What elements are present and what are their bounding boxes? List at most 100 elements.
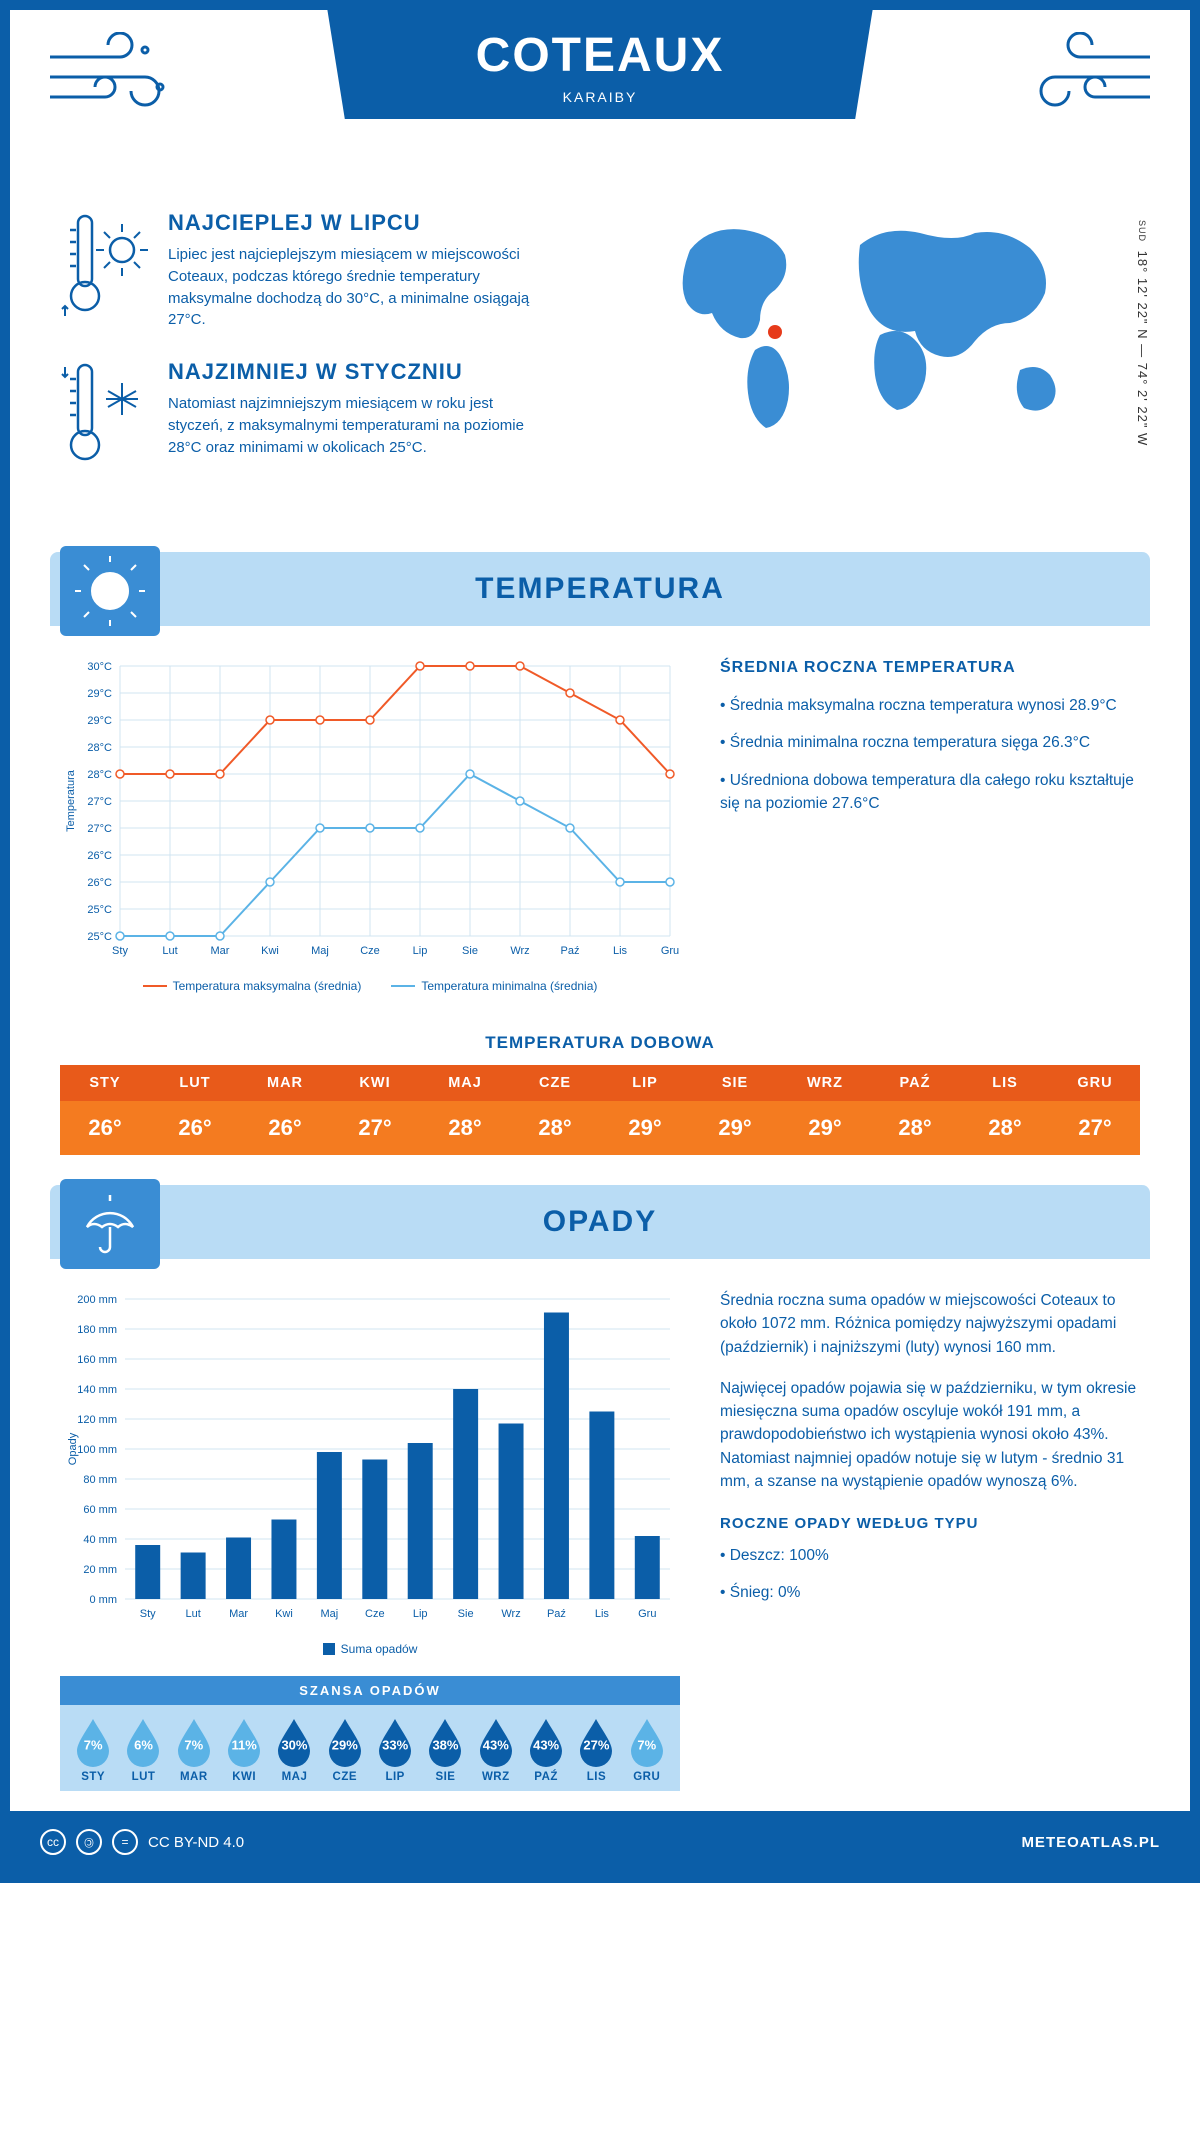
chance-item: 33% LIP [370, 1717, 420, 1783]
precip-p2: Najwięcej opadów pojawia się w październ… [720, 1377, 1140, 1493]
chance-item: 38% SIE [420, 1717, 470, 1783]
daily-value: 28° [510, 1101, 600, 1155]
svg-text:29°C: 29°C [87, 688, 112, 700]
cold-title: NAJZIMNIEJ W STYCZNIU [168, 359, 548, 385]
svg-text:27°C: 27°C [87, 796, 112, 808]
chance-month: LUT [118, 1771, 168, 1783]
chance-month: KWI [219, 1771, 269, 1783]
daily-month: STY [60, 1065, 150, 1101]
wind-icon-right [1010, 32, 1160, 122]
svg-text:26°C: 26°C [87, 877, 112, 889]
chance-table: SZANSA OPADÓW 7% STY 6% LUT 7% MAR 11% K… [60, 1676, 680, 1791]
drop-icon: 7% [627, 1717, 667, 1767]
chance-title: SZANSA OPADÓW [60, 1676, 680, 1705]
svg-text:Lip: Lip [413, 1608, 428, 1620]
wind-icon-left [40, 32, 190, 122]
chance-item: 7% STY [68, 1717, 118, 1783]
daily-value: 28° [960, 1101, 1050, 1155]
svg-text:Cze: Cze [360, 945, 380, 957]
svg-text:Paź: Paź [561, 945, 580, 957]
chance-item: 11% KWI [219, 1717, 269, 1783]
svg-text:Maj: Maj [321, 1608, 339, 1620]
temp-side-item: Średnia maksymalna roczna temperatura wy… [720, 694, 1140, 717]
svg-text:Maj: Maj [311, 945, 329, 957]
temperature-title: TEMPERATURA [475, 572, 725, 606]
svg-text:20 mm: 20 mm [83, 1564, 117, 1576]
intro-left: NAJCIEPLEJ W LIPCU Lipiec jest najcieple… [60, 210, 630, 502]
temp-side-item: Średnia minimalna roczna temperatura się… [720, 731, 1140, 754]
header: COTEAUX KARAIBY [10, 10, 1190, 190]
svg-text:Kwi: Kwi [261, 945, 279, 957]
temperature-line-chart: 25°C25°C26°C26°C27°C27°C28°C28°C29°C29°C… [60, 656, 680, 966]
svg-text:Kwi: Kwi [275, 1608, 293, 1620]
daily-value: 29° [690, 1101, 780, 1155]
chance-item: 7% MAR [169, 1717, 219, 1783]
chance-item: 43% WRZ [471, 1717, 521, 1783]
svg-text:Opady: Opady [67, 1432, 79, 1465]
thermometer-cold-icon [60, 359, 150, 474]
daily-temp-title: TEMPERATURA DOBOWA [10, 1033, 1190, 1053]
temp-side-item: Uśredniona dobowa temperatura dla całego… [720, 769, 1140, 816]
footer-license: cc 🄯 = CC BY-ND 4.0 [40, 1829, 244, 1855]
daily-value: 26° [240, 1101, 330, 1155]
hot-title: NAJCIEPLEJ W LIPCU [168, 210, 548, 236]
svg-text:Paź: Paź [547, 1608, 566, 1620]
drop-icon: 7% [73, 1717, 113, 1767]
svg-text:200 mm: 200 mm [77, 1294, 117, 1306]
cold-body: Natomiast najzimniejszym miesiącem w rok… [168, 393, 548, 458]
daily-value: 27° [330, 1101, 420, 1155]
nd-icon: = [112, 1829, 138, 1855]
precip-body: 0 mm20 mm40 mm60 mm80 mm100 mm120 mm140 … [10, 1259, 1190, 1811]
chance-month: LIS [571, 1771, 621, 1783]
umbrella-icon [60, 1179, 160, 1269]
precip-type-title: ROCZNE OPADY WEDŁUG TYPU [720, 1513, 1140, 1536]
temperature-chart: 25°C25°C26°C26°C27°C27°C28°C28°C29°C29°C… [60, 656, 680, 993]
svg-text:60 mm: 60 mm [83, 1504, 117, 1516]
chance-item: 29% CZE [320, 1717, 370, 1783]
svg-text:Sty: Sty [112, 945, 128, 957]
svg-text:Mar: Mar [211, 945, 230, 957]
chance-month: LIP [370, 1771, 420, 1783]
cold-block: NAJZIMNIEJ W STYCZNIU Natomiast najzimni… [60, 359, 630, 474]
drop-icon: 6% [123, 1717, 163, 1767]
temperature-section-head: TEMPERATURA [50, 552, 1150, 626]
footer-site: METEOATLAS.PL [1021, 1834, 1160, 1851]
temp-side-title: ŚREDNIA ROCZNA TEMPERATURA [720, 656, 1140, 680]
cc-icon: cc [40, 1829, 66, 1855]
svg-text:Sty: Sty [140, 1608, 156, 1620]
svg-text:Wrz: Wrz [510, 945, 529, 957]
drop-icon: 43% [526, 1717, 566, 1767]
chance-item: 30% MAJ [269, 1717, 319, 1783]
daily-month: PAŹ [870, 1065, 960, 1101]
footer: cc 🄯 = CC BY-ND 4.0 METEOATLAS.PL [10, 1811, 1190, 1873]
sun-icon [60, 546, 160, 636]
svg-text:Lut: Lut [162, 945, 177, 957]
page: COTEAUX KARAIBY NAJCIEPLEJ W LIPCU Lipie… [0, 0, 1200, 1883]
daily-value: 26° [150, 1101, 240, 1155]
precip-chart: 0 mm20 mm40 mm60 mm80 mm100 mm120 mm140 … [60, 1289, 680, 1791]
svg-text:40 mm: 40 mm [83, 1534, 117, 1546]
chance-month: MAJ [269, 1771, 319, 1783]
hot-body: Lipiec jest najcieplejszym miesiącem w m… [168, 244, 548, 331]
precip-type-item: Śnieg: 0% [720, 1581, 1140, 1604]
svg-text:120 mm: 120 mm [77, 1414, 117, 1426]
title-banner: COTEAUX KARAIBY [310, 10, 890, 119]
svg-text:Lip: Lip [413, 945, 428, 957]
drop-icon: 11% [224, 1717, 264, 1767]
chance-month: GRU [622, 1771, 672, 1783]
daily-month: LUT [150, 1065, 240, 1101]
drop-icon: 30% [274, 1717, 314, 1767]
precip-title: OPADY [543, 1205, 657, 1239]
chance-month: STY [68, 1771, 118, 1783]
precip-section-head: OPADY [50, 1185, 1150, 1259]
precip-side-text: Średnia roczna suma opadów w miejscowośc… [720, 1289, 1140, 1791]
drop-icon: 38% [425, 1717, 465, 1767]
svg-text:160 mm: 160 mm [77, 1354, 117, 1366]
svg-text:Wrz: Wrz [501, 1608, 520, 1620]
map-block: SUD 18° 12' 22" N — 74° 2' 22" W [660, 210, 1140, 502]
chance-item: 43% PAŹ [521, 1717, 571, 1783]
svg-text:27°C: 27°C [87, 823, 112, 835]
svg-text:Sie: Sie [462, 945, 478, 957]
svg-text:Gru: Gru [638, 1608, 656, 1620]
daily-month: MAJ [420, 1065, 510, 1101]
